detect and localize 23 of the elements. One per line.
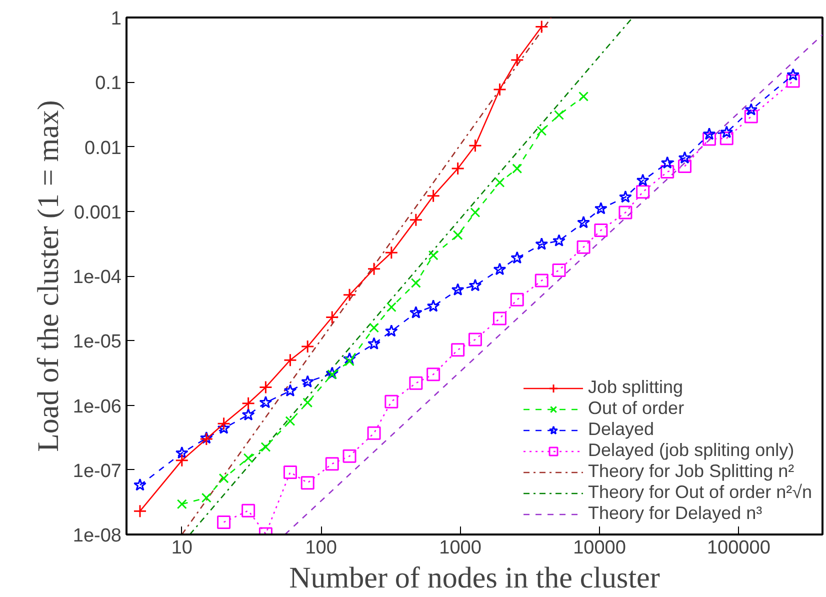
y-axis-title: Load of the cluster (1 = max): [32, 100, 65, 452]
y-tick-label: 1e-07: [72, 460, 122, 482]
legend-label: Delayed (job spliting only): [588, 440, 794, 461]
y-tick-label: 1e-05: [72, 332, 122, 353]
x-tick-label: 10: [171, 538, 192, 558]
x-tick-label: 100: [305, 538, 337, 558]
legend-label: Delayed: [588, 419, 654, 440]
y-tick-label: 1: [110, 8, 122, 30]
x-tick-label: 100000: [706, 538, 770, 558]
y-tick-label: 0.001: [74, 202, 122, 224]
y-tick-label: 0.1: [95, 73, 122, 94]
y-tick-label: 1e-06: [72, 396, 122, 418]
legend-label: Job splitting: [588, 377, 684, 398]
y-tick-label: 1e-04: [72, 267, 122, 288]
legend-label: Theory for Delayed n³: [588, 503, 762, 524]
x-tick-label: 10000: [573, 538, 626, 558]
y-tick-label: 1e-08: [72, 526, 122, 546]
legend-label: Theory for Out of order n²√n: [588, 482, 812, 503]
legend-label: Theory for Job Splitting n²: [588, 461, 794, 482]
x-tick-label: 1000: [439, 538, 482, 558]
x-axis-title: Number of nodes in the cluster: [289, 562, 660, 594]
legend-label: Out of order: [588, 398, 684, 419]
y-tick-label: 0.01: [84, 138, 122, 159]
